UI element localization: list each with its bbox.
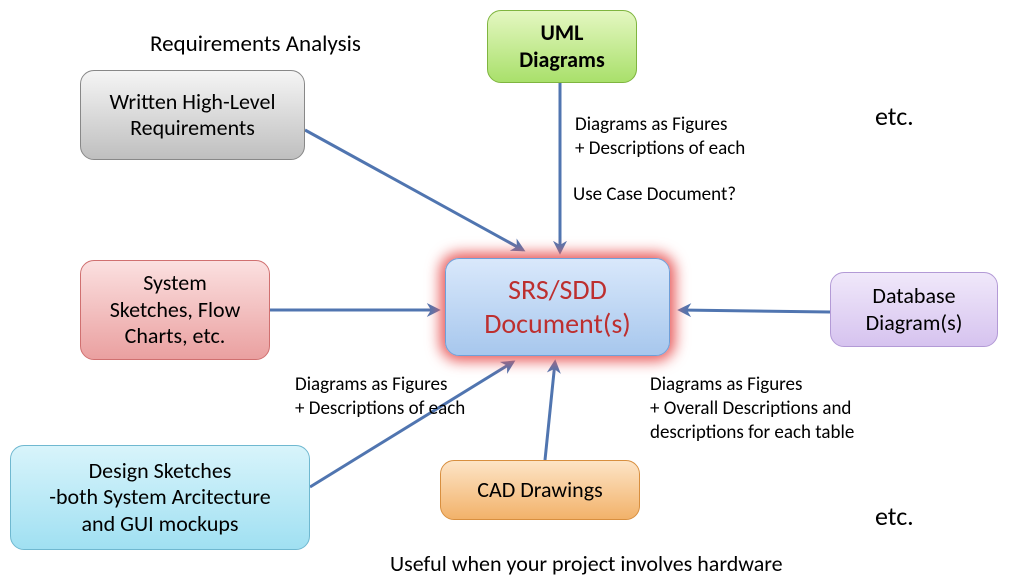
node-label: System Sketches, Flow Charts, etc. xyxy=(110,270,241,349)
edge-arrow xyxy=(305,130,523,250)
edge-arrow xyxy=(545,362,555,460)
node-label: CAD Drawings xyxy=(477,477,602,503)
label-uml-note: Diagrams as Figures + Descriptions of ea… xyxy=(575,113,745,161)
node-system-sketches: System Sketches, Flow Charts, etc. xyxy=(80,260,270,360)
node-label: Database Diagram(s) xyxy=(866,283,963,336)
node-database-diagrams: Database Diagram(s) xyxy=(830,272,998,347)
node-label: SRS/SDD Document(s) xyxy=(484,273,631,340)
node-uml-diagrams: UML Diagrams xyxy=(487,10,637,83)
label-etc-top: etc. xyxy=(875,100,914,133)
label-hardware-note: Useful when your project involves hardwa… xyxy=(390,550,783,578)
node-label: Design Sketches -both System Arcitecture… xyxy=(49,458,270,537)
node-cad-drawings: CAD Drawings xyxy=(440,460,640,520)
node-srs-sdd-documents: SRS/SDD Document(s) xyxy=(445,258,670,356)
label-requirements-analysis: Requirements Analysis xyxy=(150,30,361,59)
label-usecase-note: Use Case Document? xyxy=(573,183,736,207)
node-label: UML Diagrams xyxy=(519,20,604,73)
node-written-requirements: Written High-Level Requirements xyxy=(80,70,305,160)
label-etc-bottom: etc. xyxy=(875,500,914,533)
edge-arrow xyxy=(680,310,830,312)
label-design-note: Diagrams as Figures + Descriptions of ea… xyxy=(295,373,465,421)
node-design-sketches: Design Sketches -both System Arcitecture… xyxy=(10,445,310,550)
label-database-note: Diagrams as Figures + Overall Descriptio… xyxy=(650,373,854,444)
node-label: Written High-Level Requirements xyxy=(109,89,275,142)
